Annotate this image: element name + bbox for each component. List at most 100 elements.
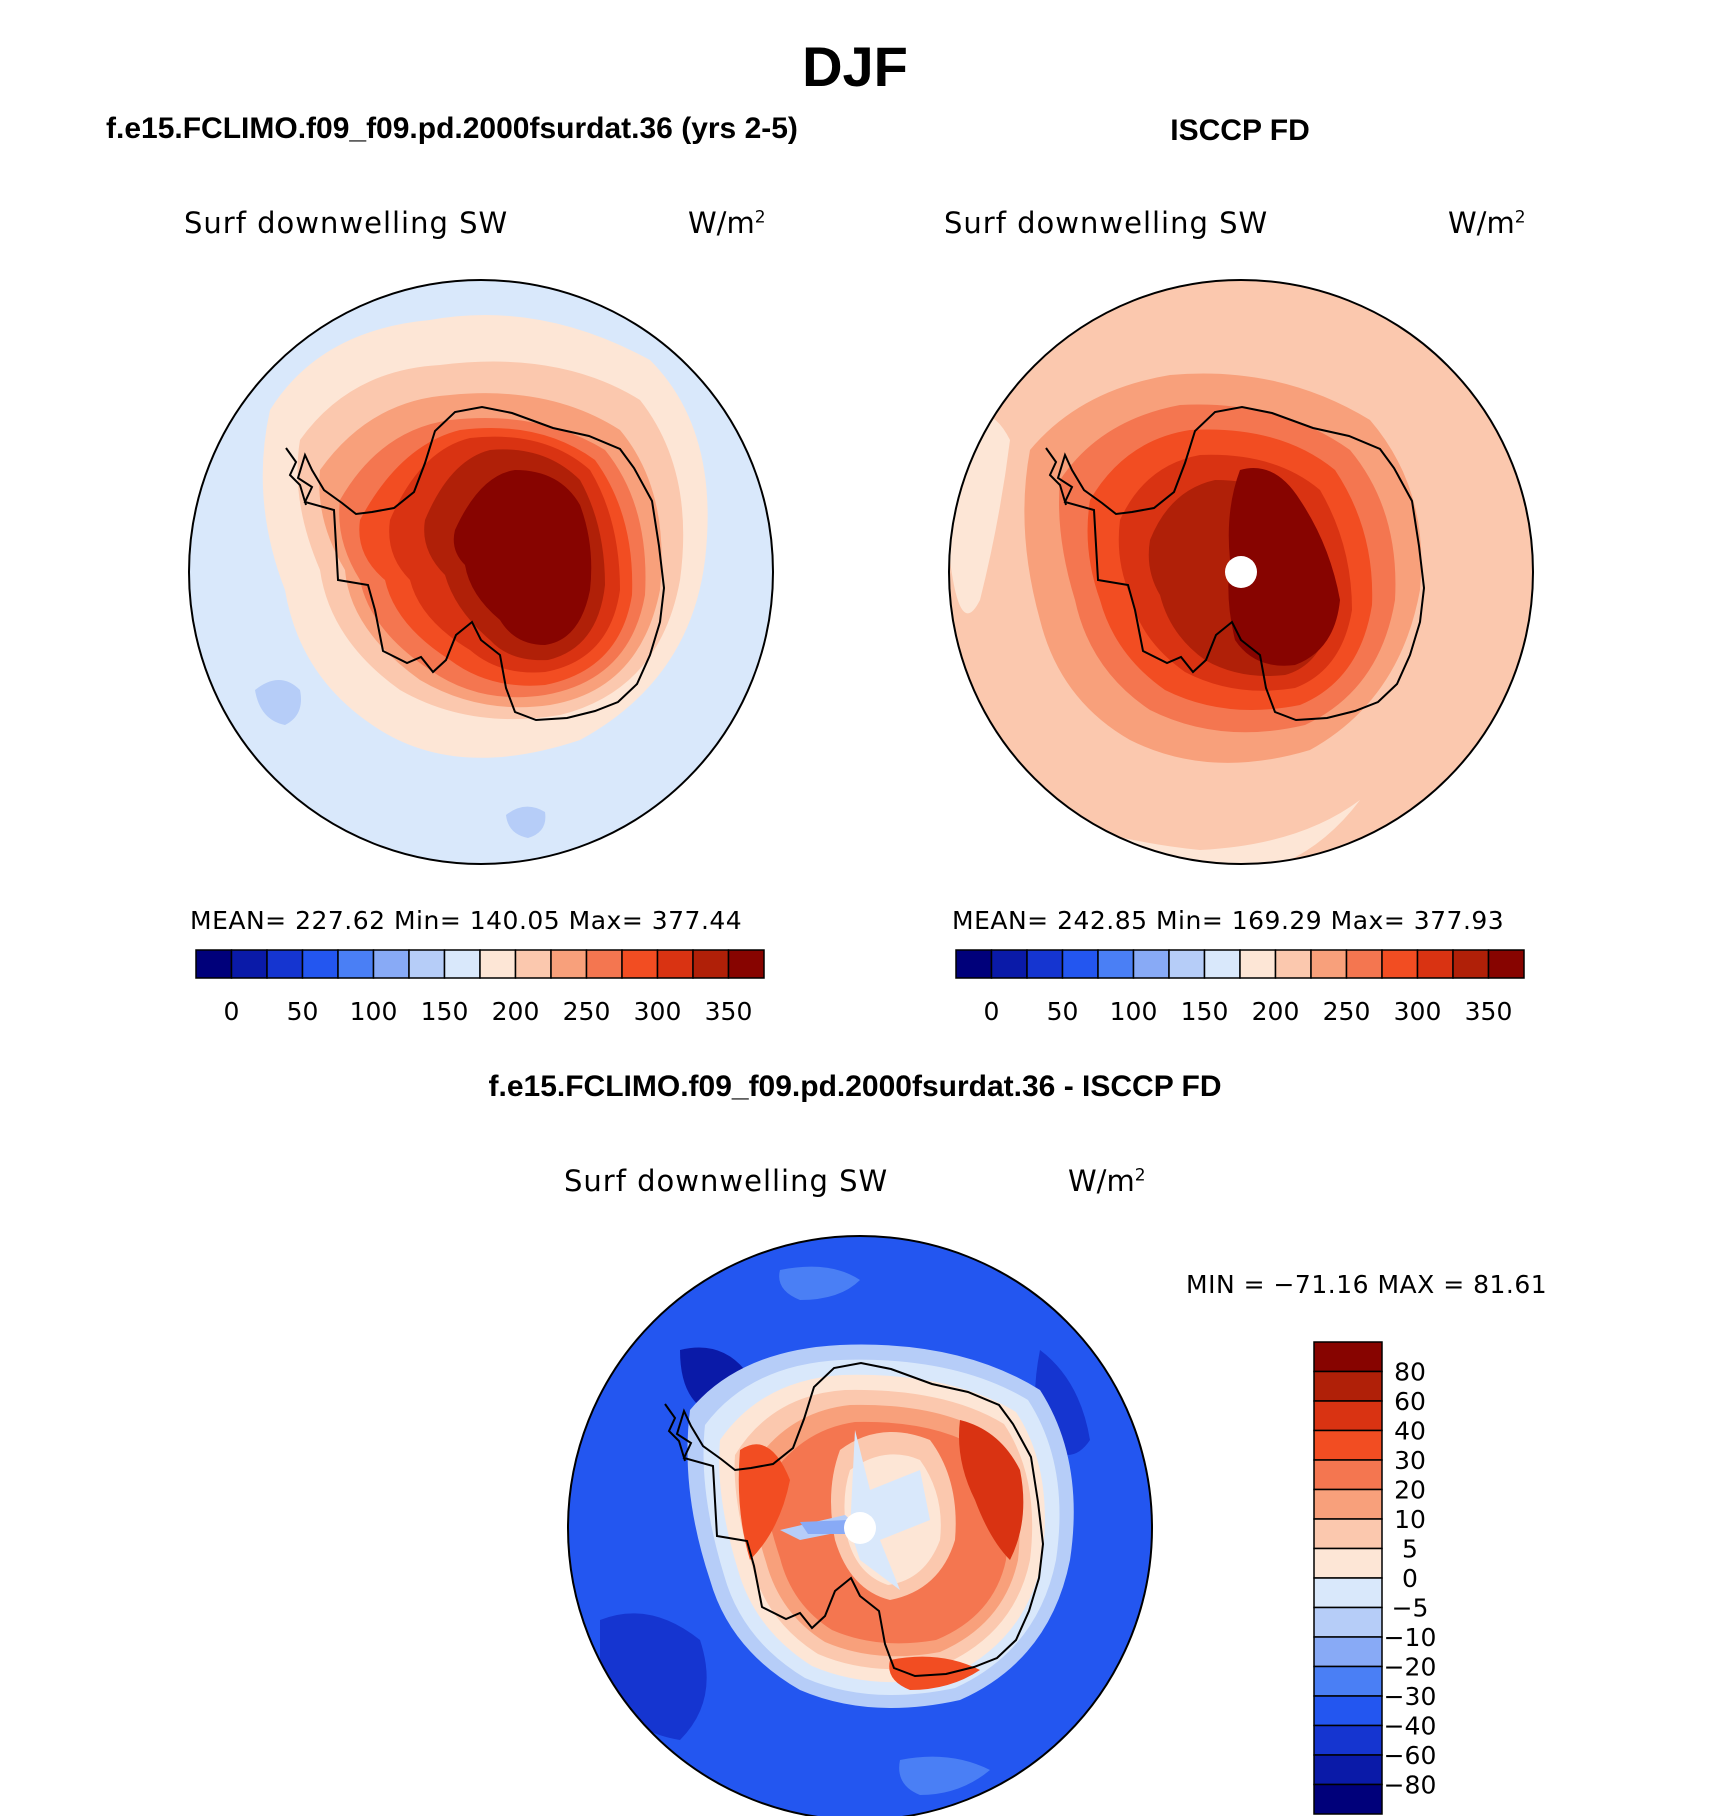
- colorbar-box: [1487, 949, 1525, 979]
- diff-variable-label: Surf downwelling SW: [564, 1164, 889, 1198]
- colorbar-box: [1313, 1665, 1383, 1697]
- colorbar-box: [372, 949, 410, 979]
- colorbar-tick-label: 80: [1394, 1358, 1426, 1387]
- colorbar-box: [955, 949, 993, 979]
- colorbar-tick-label: 0: [1402, 1564, 1418, 1593]
- colorbar-tick-label: 250: [1323, 997, 1371, 1026]
- colorbar-box: [301, 949, 339, 979]
- colorbar-tick-label: 200: [1252, 997, 1300, 1026]
- colorbar-tick-label: 10: [1394, 1505, 1426, 1534]
- map2: [949, 280, 1533, 864]
- colorbar-tick-label: −40: [1384, 1712, 1437, 1741]
- panel1-units: W/m2: [688, 206, 766, 240]
- panel2-case-title: ISCCP FD: [1170, 114, 1310, 147]
- map3-antarctica-coastline: [675, 1361, 1045, 1678]
- colorbar-box: [1097, 949, 1135, 979]
- colorbar-tick-label: 350: [1465, 997, 1513, 1026]
- colorbar-tick-label: 100: [1110, 997, 1158, 1026]
- colorbar-box: [337, 949, 375, 979]
- panel1-case-title: f.e15.FCLIMO.f09_f09.pd.2000fsurdat.36 (…: [106, 112, 798, 145]
- colorbar-box: [1313, 1754, 1383, 1786]
- map1: [189, 280, 773, 864]
- colorbar-tick-label: −5: [1392, 1594, 1429, 1623]
- map1-antarctica-coastline: [296, 405, 666, 722]
- colorbar-tick-label: 0: [224, 997, 240, 1026]
- panel1-stats: MEAN= 227.62 Min= 140.05 Max= 377.44: [190, 906, 743, 935]
- map1-peninsula-coastline: [285, 447, 307, 506]
- map3-boundary: [567, 1235, 1153, 1816]
- colorbar1: 0 50 100 150 200 250 300 350: [195, 949, 765, 1026]
- map3-pole-hole: [844, 1512, 876, 1544]
- diff-units: W/m2: [1068, 1164, 1146, 1198]
- colorbar-box: [692, 949, 730, 979]
- diff-title: f.e15.FCLIMO.f09_f09.pd.2000fsurdat.36 -…: [488, 1070, 1222, 1103]
- map2-contour-375: [1228, 468, 1340, 666]
- colorbar-box: [479, 949, 517, 979]
- colorbar-tick-label: 20: [1394, 1476, 1426, 1505]
- map1-contour-375: [453, 470, 592, 645]
- map3: [568, 1236, 1152, 1816]
- colorbar-box: [550, 949, 588, 979]
- colorbar-box: [1203, 949, 1241, 979]
- colorbar-tick-label: 30: [1394, 1446, 1426, 1475]
- colorbar-tick-label: −10: [1384, 1623, 1437, 1652]
- colorbar-box: [1026, 949, 1064, 979]
- colorbar-tick-label: 150: [1181, 997, 1229, 1026]
- colorbar-box: [1313, 1488, 1383, 1520]
- colorbar-tick-label: −30: [1384, 1682, 1437, 1711]
- colorbar-box: [266, 949, 304, 979]
- colorbar-tick-label: 300: [1394, 997, 1442, 1026]
- colorbar-box: [195, 949, 233, 979]
- map2-antarctica-coastline: [1056, 405, 1426, 722]
- colorbar-tick-label: −20: [1384, 1653, 1437, 1682]
- colorbar-tick-label: 40: [1394, 1417, 1426, 1446]
- colorbar-box: [1313, 1783, 1383, 1815]
- panel2-units: W/m2: [1448, 206, 1526, 240]
- map1-boundary: [188, 279, 774, 865]
- colorbar-box: [514, 949, 552, 979]
- colorbar-box: [1313, 1341, 1383, 1373]
- colorbar-box: [1313, 1636, 1383, 1668]
- map1-ocean-patch: [191, 298, 250, 385]
- colorbar-box: [1313, 1370, 1383, 1402]
- map1-ocean-patch: [506, 806, 546, 838]
- map3-contour-40: [959, 1420, 1024, 1560]
- map2-peninsula-coastline: [1045, 447, 1067, 506]
- season-title: DJF: [802, 35, 908, 98]
- colorbar-tick-label: 150: [421, 997, 469, 1026]
- colorbar-box: [1313, 1459, 1383, 1491]
- colorbar-tick-label: −80: [1384, 1771, 1437, 1800]
- colorbar-tick-label: 300: [634, 997, 682, 1026]
- panel2-variable-label: Surf downwelling SW: [944, 206, 1269, 240]
- colorbar-box: [1313, 1547, 1383, 1579]
- colorbar-box: [408, 949, 446, 979]
- colorbar-tick-label: 100: [350, 997, 398, 1026]
- colorbar-box: [1313, 1695, 1383, 1727]
- colorbar-box: [621, 949, 659, 979]
- map2-boundary: [948, 279, 1534, 865]
- colorbar-box: [1313, 1577, 1383, 1609]
- colorbar-tick-label: 50: [287, 997, 319, 1026]
- map3-contour-40: [738, 1444, 790, 1560]
- colorbar-box: [656, 949, 694, 979]
- colorbar-tick-label: 50: [1047, 997, 1079, 1026]
- map3-contour-neg10: [800, 1520, 852, 1534]
- map2-ocean-patch: [1000, 800, 1360, 864]
- colorbar-box: [727, 949, 765, 979]
- colorbar-box: [1313, 1429, 1383, 1461]
- colorbar-box: [1416, 949, 1454, 979]
- map3-peninsula-coastline: [664, 1403, 686, 1462]
- map2-pole-hole: [1225, 556, 1257, 588]
- colorbar-box: [1313, 1606, 1383, 1638]
- colorbar-box: [1313, 1518, 1383, 1550]
- colorbar-box: [1061, 949, 1099, 979]
- colorbar-tick-label: 200: [492, 997, 540, 1026]
- colorbar-box: [585, 949, 623, 979]
- colorbar-box: [1132, 949, 1170, 979]
- colorbar-tick-label: 350: [705, 997, 753, 1026]
- colorbar-box: [1168, 949, 1206, 979]
- colorbar-box: [1239, 949, 1277, 979]
- colorbar-box: [230, 949, 268, 979]
